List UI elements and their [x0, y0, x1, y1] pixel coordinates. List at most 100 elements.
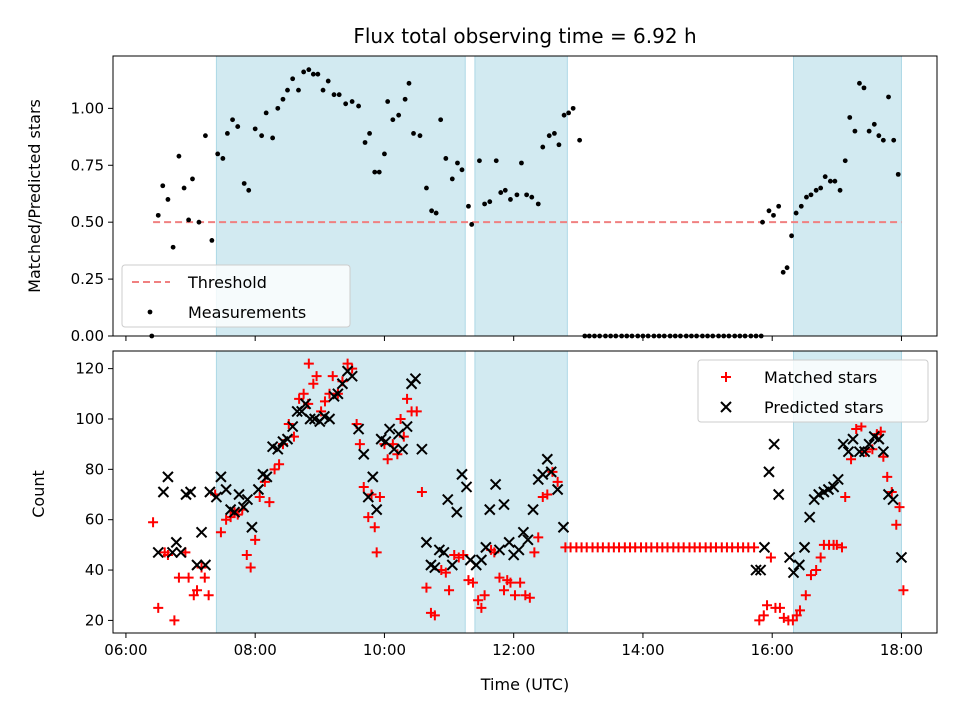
data-point	[220, 483, 232, 496]
y-tick-label: 80	[85, 460, 104, 478]
data-point	[261, 471, 273, 483]
top-panel-ratio: 0.00 0.25 0.50 0.75 1.00 Threshold Measurement…	[71, 55, 938, 345]
data-point	[342, 358, 353, 369]
data-point	[191, 559, 203, 571]
data-point	[325, 78, 331, 84]
data-point	[170, 244, 176, 250]
data-point	[556, 142, 562, 148]
data-point	[863, 438, 875, 450]
data-point	[220, 156, 226, 161]
data-point	[241, 493, 254, 506]
data-point	[763, 466, 775, 478]
data-point	[215, 527, 226, 538]
data-point	[477, 158, 482, 164]
data-point	[153, 602, 164, 613]
data-point	[847, 433, 859, 445]
data-point	[524, 592, 535, 603]
data-point	[493, 544, 506, 556]
data-point	[827, 178, 833, 184]
data-point	[798, 203, 804, 209]
shaded-interval-2	[474, 55, 568, 337]
data-point	[498, 190, 504, 195]
data-point	[784, 265, 790, 271]
data-point	[771, 212, 776, 218]
data-point	[411, 130, 416, 136]
data-point	[390, 117, 396, 123]
data-point	[290, 76, 296, 82]
data-point	[362, 491, 374, 503]
x-tick-label: 08:00	[234, 641, 277, 659]
data-point	[842, 446, 855, 458]
x-tick-label: 18:00	[880, 641, 923, 659]
data-point	[429, 610, 440, 621]
data-point	[241, 181, 247, 186]
data-point	[254, 492, 265, 503]
data-point	[237, 501, 250, 513]
data-point	[411, 406, 422, 417]
data-point	[417, 133, 423, 139]
data-point	[846, 454, 857, 465]
data-point	[537, 468, 549, 481]
data-point	[371, 547, 382, 558]
y-tick-label: 0.25	[71, 270, 104, 288]
legend-label: Predicted stars	[764, 398, 884, 417]
x-tick-label: 12:00	[492, 641, 535, 659]
data-point	[876, 133, 882, 139]
data-point	[264, 497, 275, 508]
data-point	[466, 203, 471, 209]
data-point	[298, 388, 309, 399]
data-point	[787, 566, 800, 579]
data-point	[760, 219, 765, 225]
data-point	[467, 577, 478, 588]
data-point	[370, 503, 383, 516]
data-point	[541, 453, 554, 465]
data-point	[894, 502, 905, 513]
data-point	[858, 446, 871, 458]
data-point	[840, 492, 851, 503]
data-point	[203, 590, 214, 601]
data-point	[424, 185, 429, 191]
data-point	[754, 564, 767, 576]
data-point	[320, 87, 326, 93]
y-tick-label: 0.50	[71, 213, 104, 231]
data-point	[181, 185, 187, 191]
data-point	[442, 493, 454, 506]
data-point	[515, 577, 526, 588]
data-point	[749, 542, 760, 553]
data-point	[308, 378, 319, 389]
data-point	[169, 615, 180, 626]
data-point	[175, 546, 187, 559]
data-point	[246, 521, 258, 533]
data-point	[354, 439, 365, 450]
data-point	[311, 371, 322, 382]
data-point	[203, 133, 208, 139]
data-point	[895, 171, 901, 177]
axes-frame	[112, 350, 938, 634]
y-tick-label: 0.75	[71, 156, 104, 174]
data-point	[514, 192, 520, 198]
data-point	[323, 413, 336, 425]
series-predicted-stars	[152, 365, 908, 579]
data-point	[540, 144, 546, 150]
data-point	[224, 130, 230, 136]
data-point	[406, 80, 412, 86]
data-point	[766, 208, 772, 214]
data-point	[190, 176, 195, 182]
data-point	[299, 398, 312, 410]
data-point	[192, 585, 203, 596]
data-point	[535, 201, 541, 207]
data-point	[444, 585, 455, 596]
data-point	[310, 71, 316, 77]
legend-marker	[147, 309, 153, 315]
data-point	[533, 532, 544, 543]
data-point	[473, 595, 484, 606]
data-point	[165, 197, 171, 202]
bottom-y-axis-label: Count	[29, 470, 48, 518]
data-point	[199, 572, 210, 583]
data-point	[416, 487, 427, 497]
y-tick-label: 40	[85, 561, 104, 579]
data-point	[793, 559, 806, 571]
bottom-legend: Matched stars Predicted stars	[697, 359, 929, 423]
data-point	[836, 542, 847, 553]
data-point	[789, 233, 794, 239]
